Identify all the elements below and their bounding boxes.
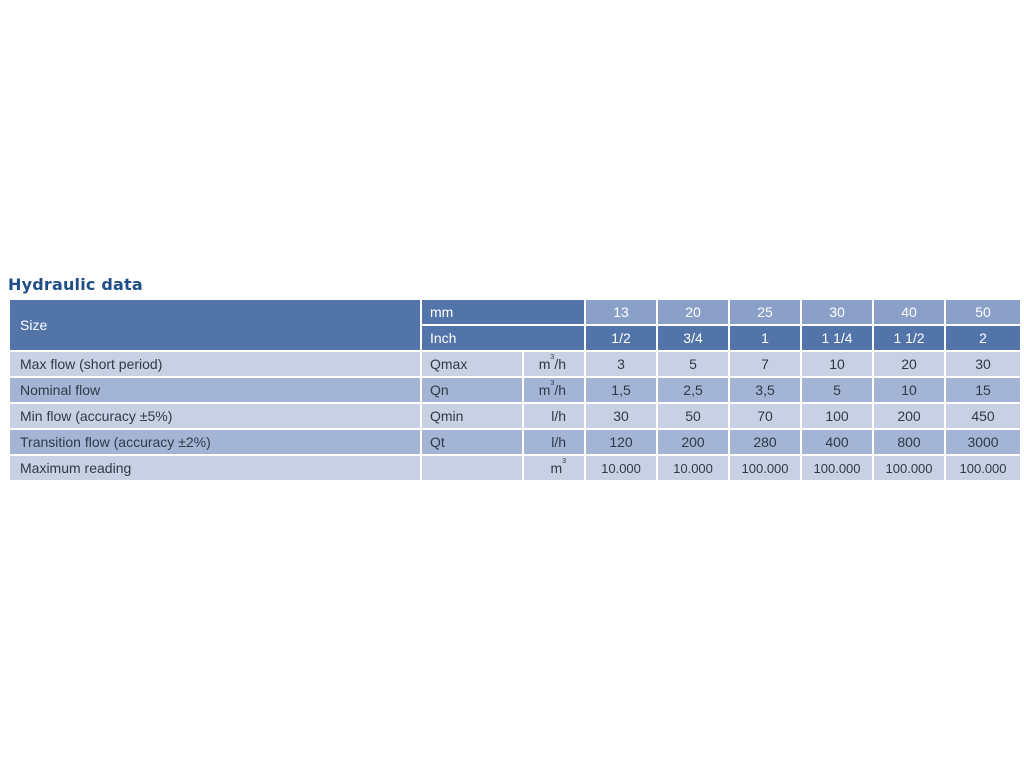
row-value: 10.000 [584, 454, 659, 482]
row-code: Qmax [420, 350, 524, 378]
row-value: 450 [944, 402, 1023, 430]
row-label: Min flow (accuracy ±5%) [8, 402, 422, 430]
row-label: Nominal flow [8, 376, 422, 404]
row-value: 10.000 [656, 454, 731, 482]
inch-value: 1 [728, 324, 803, 352]
row-value: 100.000 [800, 454, 875, 482]
row-value: 30 [584, 402, 659, 430]
row-value: 10 [872, 376, 947, 404]
row-value: 100.000 [728, 454, 803, 482]
inch-header: Inch [419, 324, 587, 352]
mm-header: mm [419, 298, 587, 326]
row-value: 2,5 [656, 376, 731, 404]
mm-value: 30 [800, 298, 875, 326]
mm-value: 13 [584, 298, 659, 326]
row-code: Qmin [420, 402, 524, 430]
row-value: 100.000 [944, 454, 1023, 482]
row-value: 15 [944, 376, 1023, 404]
row-value: 200 [872, 402, 947, 430]
row-unit: l/h [521, 428, 587, 456]
table-row-max-flow: Max flow (short period) Qmax m3/h 3 5 7 … [8, 350, 1023, 378]
row-label: Max flow (short period) [8, 350, 422, 378]
row-unit: m3/h [521, 376, 587, 404]
header-row-inch: Inch 1/2 3/4 1 1 1/4 1 1/2 2 [9, 324, 1023, 352]
row-unit: l/h [521, 402, 587, 430]
row-value: 7 [728, 350, 803, 378]
size-header: Size [8, 298, 422, 352]
inch-value: 2 [944, 324, 1023, 352]
table-row-min-flow: Min flow (accuracy ±5%) Qmin l/h 30 50 7… [8, 402, 1023, 430]
row-value: 100.000 [872, 454, 947, 482]
row-value: 5 [800, 376, 875, 404]
row-value: 30 [944, 350, 1023, 378]
row-value: 3,5 [728, 376, 803, 404]
row-code [420, 454, 524, 482]
inch-value: 1 1/2 [872, 324, 947, 352]
mm-value: 25 [728, 298, 803, 326]
row-value: 1,5 [584, 376, 659, 404]
row-value: 3000 [944, 428, 1023, 456]
row-value: 100 [800, 402, 875, 430]
table-row-nominal-flow: Nominal flow Qn m3/h 1,5 2,5 3,5 5 10 15 [8, 376, 1023, 404]
row-value: 5 [656, 350, 731, 378]
row-value: 200 [656, 428, 731, 456]
row-unit: m3/h [521, 350, 587, 378]
row-value: 50 [656, 402, 731, 430]
row-value: 400 [800, 428, 875, 456]
table-row-transition-flow: Transition flow (accuracy ±2%) Qt l/h 12… [8, 428, 1023, 456]
mm-value: 20 [656, 298, 731, 326]
row-value: 280 [728, 428, 803, 456]
row-label: Maximum reading [8, 454, 422, 482]
header-row-mm: Size mm 13 20 25 30 40 50 [8, 298, 1023, 352]
inch-value: 1/2 [584, 324, 659, 352]
inch-value: 1 1/4 [800, 324, 875, 352]
row-value: 800 [872, 428, 947, 456]
row-value: 20 [872, 350, 947, 378]
row-code: Qt [420, 428, 524, 456]
row-value: 3 [584, 350, 659, 378]
row-unit: m3 [521, 454, 587, 482]
page-title: Hydraulic data [8, 275, 143, 294]
hydraulic-data-table: Size mm 13 20 25 30 40 50 Inch 1/2 3/4 1… [8, 298, 1023, 482]
table-row-maximum-reading: Maximum reading m3 10.000 10.000 100.000… [8, 454, 1023, 482]
mm-value: 40 [872, 298, 947, 326]
mm-value: 50 [944, 298, 1023, 326]
inch-value: 3/4 [656, 324, 731, 352]
row-value: 10 [800, 350, 875, 378]
row-label: Transition flow (accuracy ±2%) [8, 428, 422, 456]
row-code: Qn [420, 376, 524, 404]
row-value: 70 [728, 402, 803, 430]
row-value: 120 [584, 428, 659, 456]
